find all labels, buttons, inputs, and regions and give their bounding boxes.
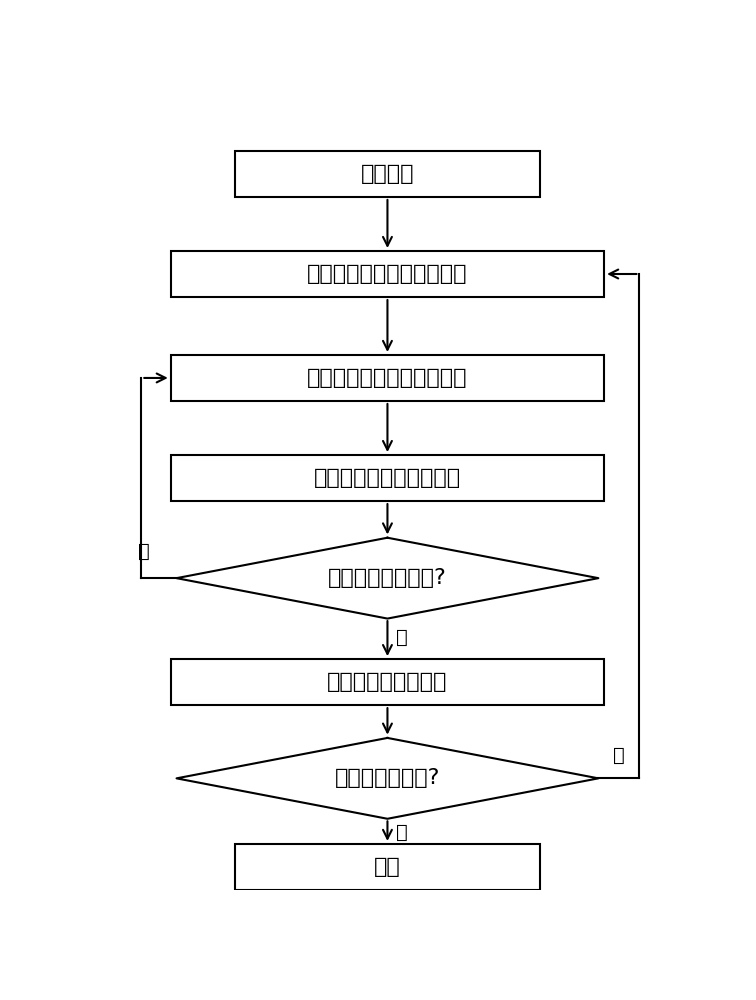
Text: 所有线网尝试结束?: 所有线网尝试结束? <box>328 568 447 588</box>
FancyBboxPatch shape <box>171 355 604 401</box>
FancyBboxPatch shape <box>235 844 540 890</box>
Text: 读入数据: 读入数据 <box>361 164 414 184</box>
Text: 是: 是 <box>396 823 408 842</box>
Text: 是: 是 <box>396 628 408 647</box>
Text: 否: 否 <box>613 746 624 765</box>
Text: 尝试将线网驱动节点移动: 尝试将线网驱动节点移动 <box>314 468 461 488</box>
Text: 按最优移动方案移动: 按最优移动方案移动 <box>327 672 448 692</box>
Text: 否: 否 <box>138 542 150 561</box>
Text: 找到超出数量最大的划分对: 找到超出数量最大的划分对 <box>307 264 468 284</box>
FancyBboxPatch shape <box>171 659 604 705</box>
Text: 结束: 结束 <box>374 857 401 877</box>
FancyBboxPatch shape <box>235 151 540 197</box>
FancyBboxPatch shape <box>171 251 604 297</box>
Text: 无法进一步优化?: 无法进一步优化? <box>335 768 440 788</box>
FancyBboxPatch shape <box>171 455 604 501</box>
Text: 选择一个跨越此划分的线网: 选择一个跨越此划分的线网 <box>307 368 468 388</box>
